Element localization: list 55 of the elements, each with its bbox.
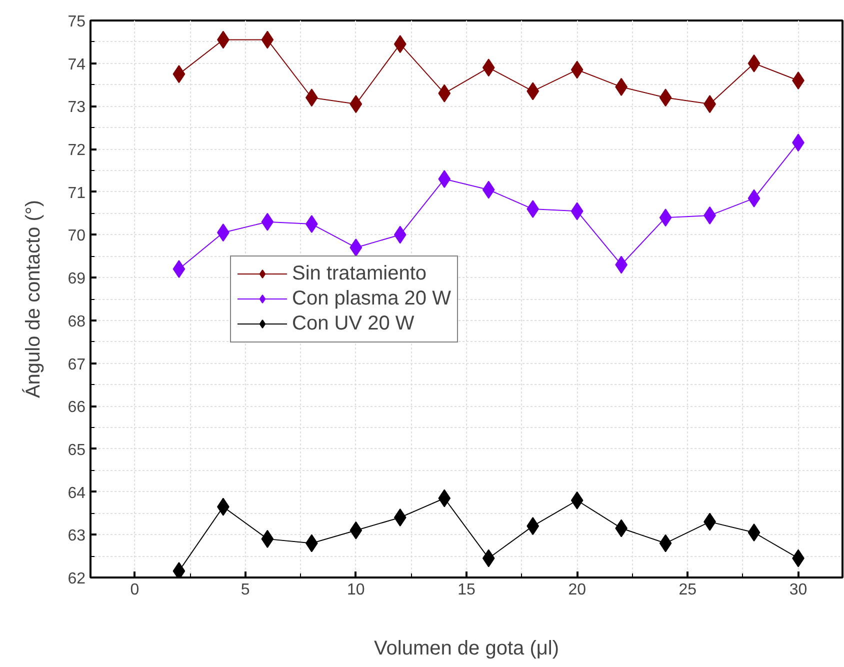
x-tick-label: 15 bbox=[458, 582, 476, 598]
y-tick-label: 62 bbox=[68, 570, 86, 588]
point bbox=[394, 35, 406, 54]
legend-label: Con plasma 20 W bbox=[292, 287, 451, 310]
point bbox=[261, 30, 274, 49]
x-tick-label: 10 bbox=[347, 582, 365, 598]
y-tick-label: 71 bbox=[68, 184, 86, 202]
point bbox=[526, 82, 540, 100]
x-tick-label: 30 bbox=[789, 582, 808, 598]
y-tick-label: 72 bbox=[68, 142, 86, 160]
point bbox=[570, 202, 584, 220]
point bbox=[570, 60, 584, 79]
y-tick-label: 64 bbox=[68, 484, 86, 502]
point bbox=[748, 189, 760, 208]
x-tick-label: 0 bbox=[130, 582, 140, 598]
y-tick-label: 73 bbox=[68, 99, 86, 116]
y-tick-label: 63 bbox=[68, 528, 86, 545]
point bbox=[438, 489, 451, 508]
point bbox=[394, 508, 406, 527]
y-tick-label: 74 bbox=[68, 56, 86, 74]
point bbox=[394, 226, 406, 244]
point bbox=[261, 212, 274, 231]
point bbox=[482, 549, 495, 568]
point bbox=[261, 530, 274, 548]
y-tick-label: 66 bbox=[68, 399, 86, 416]
y-tick-label: 69 bbox=[68, 270, 86, 288]
point bbox=[350, 95, 362, 114]
point bbox=[570, 491, 584, 510]
legend-label: Sin tratamiento bbox=[292, 262, 427, 285]
y-tick-label: 70 bbox=[68, 228, 86, 245]
point bbox=[659, 534, 672, 552]
point bbox=[659, 88, 672, 107]
point bbox=[438, 84, 451, 102]
point bbox=[748, 524, 760, 542]
y-axis-title: Ángulo de contacto (°) bbox=[22, 200, 45, 398]
x-tick-label: 5 bbox=[240, 582, 250, 598]
point bbox=[172, 65, 186, 84]
point bbox=[350, 521, 362, 540]
point bbox=[526, 200, 540, 218]
legend-label: Con UV 20 W bbox=[292, 312, 414, 335]
point bbox=[482, 58, 495, 77]
y-tick-label: 67 bbox=[68, 356, 86, 374]
point bbox=[659, 208, 672, 227]
point bbox=[172, 260, 186, 278]
point bbox=[526, 517, 540, 536]
point bbox=[438, 170, 451, 188]
y-tick-label: 65 bbox=[68, 442, 86, 459]
x-tick-label: 25 bbox=[678, 582, 697, 598]
x-axis-title: Volumen de gota (μl) bbox=[374, 638, 559, 660]
y-tick-label: 68 bbox=[68, 313, 86, 330]
point bbox=[748, 54, 760, 72]
point bbox=[482, 180, 495, 199]
point bbox=[350, 238, 362, 257]
x-tick-label: 20 bbox=[568, 582, 586, 598]
y-tick-label: 75 bbox=[68, 14, 86, 30]
